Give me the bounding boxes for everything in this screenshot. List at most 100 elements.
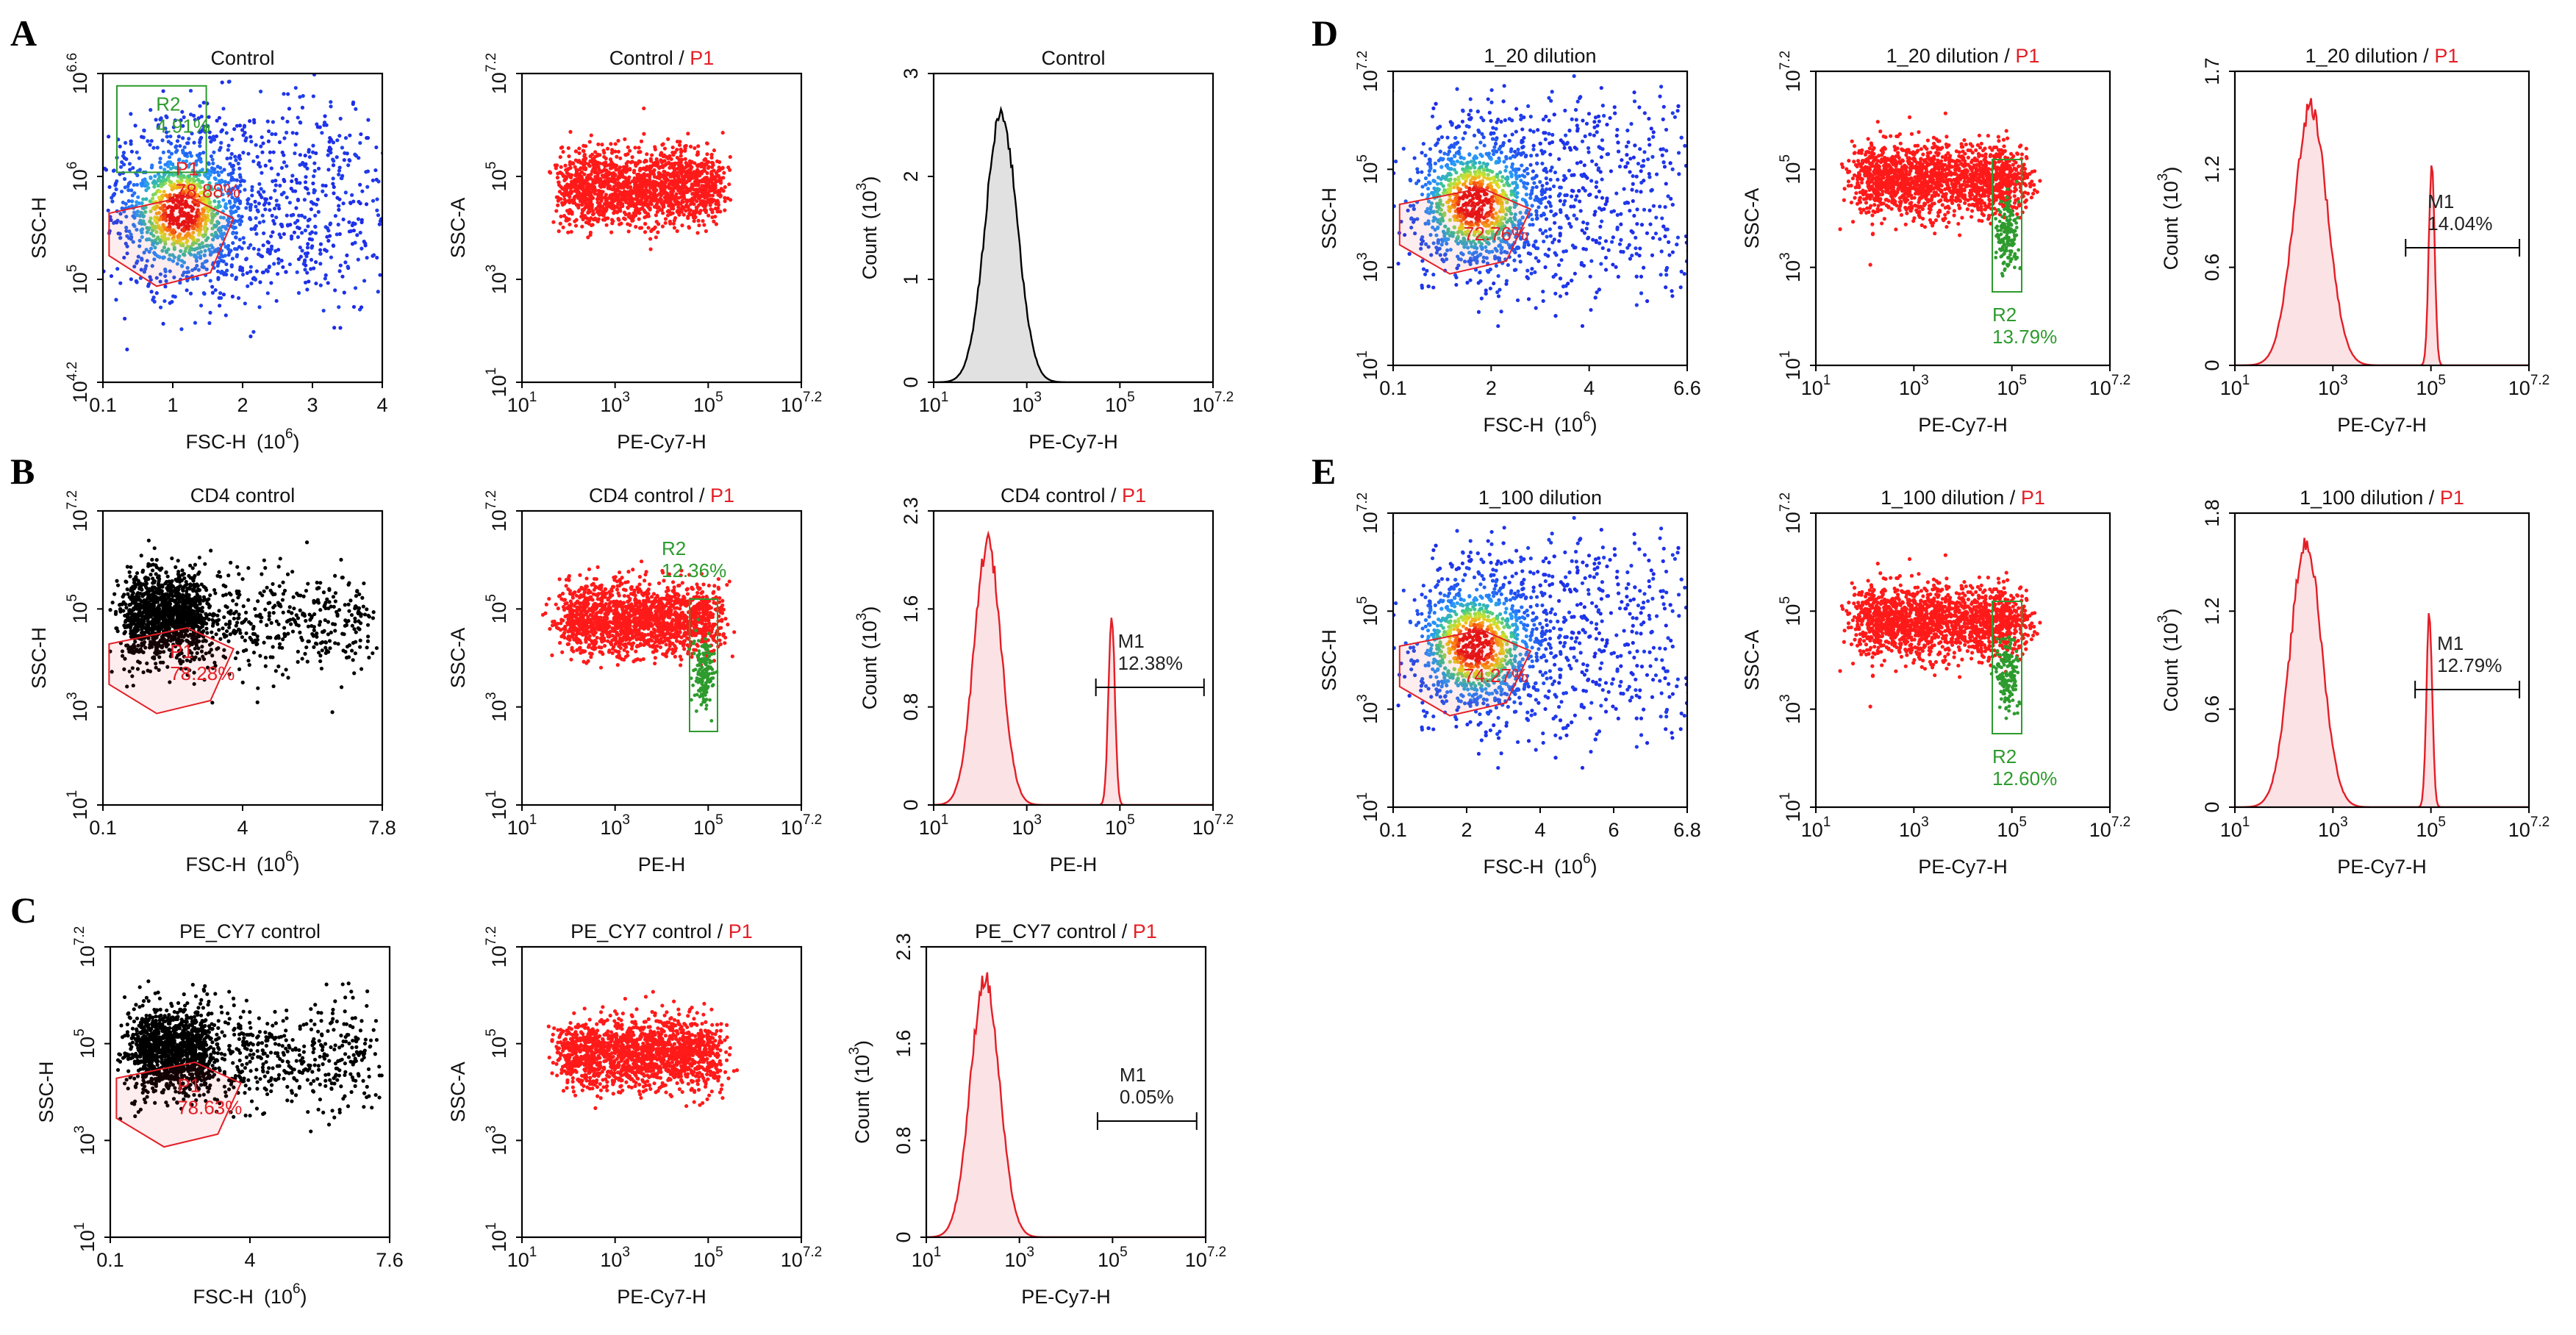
data-point (604, 223, 609, 227)
data-point (93, 241, 96, 245)
y-tick-exponent: 7.2 (484, 53, 499, 72)
data-point (306, 191, 311, 196)
data-point (721, 176, 726, 180)
data-point (140, 135, 144, 139)
data-point (185, 265, 190, 270)
data-point (611, 173, 615, 178)
data-point (566, 146, 570, 151)
data-point (662, 189, 667, 193)
data-point (351, 228, 357, 233)
data-point (204, 651, 208, 656)
data-point (273, 188, 277, 193)
data-point (652, 174, 657, 179)
data-point (206, 176, 210, 181)
data-point (620, 204, 625, 209)
data-point (243, 301, 247, 306)
data-point (296, 257, 301, 262)
data-point (671, 207, 676, 211)
data-point (203, 248, 207, 253)
data-point (211, 237, 215, 242)
data-point (233, 218, 237, 223)
data-point (168, 218, 173, 223)
data-point (351, 199, 356, 204)
data-point (110, 199, 115, 204)
data-point (182, 145, 187, 149)
data-point (137, 201, 141, 206)
data-point (233, 154, 237, 159)
data-point (298, 181, 302, 185)
data-point (146, 596, 150, 601)
data-point (350, 648, 354, 653)
data-point (214, 223, 218, 228)
data-point (313, 224, 318, 229)
data-point (157, 575, 161, 580)
data-point (570, 190, 574, 194)
data-point (139, 228, 143, 232)
data-point (598, 189, 604, 194)
data-point (311, 181, 315, 186)
data-point (237, 214, 241, 218)
data-point (632, 182, 637, 187)
data-point (708, 185, 712, 190)
data-point (221, 107, 226, 111)
data-point (160, 248, 165, 253)
data-point (192, 189, 197, 193)
data-point (276, 634, 281, 638)
gate-label-p1: P1 (176, 158, 199, 180)
data-point (176, 215, 181, 220)
data-point (341, 217, 346, 222)
data-point (285, 130, 289, 135)
data-point (252, 631, 257, 637)
data-point (198, 185, 203, 189)
data-point (694, 190, 698, 195)
data-point (609, 148, 615, 152)
data-point (162, 190, 166, 194)
data-point (298, 153, 303, 157)
data-point (164, 570, 168, 574)
data-point (723, 185, 727, 190)
data-point (175, 148, 179, 153)
data-point (277, 642, 282, 646)
data-point (715, 179, 720, 183)
data-point (582, 179, 587, 183)
data-point (253, 277, 257, 282)
data-point (680, 174, 684, 179)
data-point (304, 540, 310, 545)
data-point (237, 222, 243, 226)
data-point (287, 201, 292, 205)
data-point (165, 574, 170, 579)
data-point (185, 179, 189, 184)
data-point (305, 251, 310, 255)
data-point (364, 170, 368, 174)
data-point (273, 179, 278, 183)
data-point (221, 593, 226, 598)
x-tick-base: 3 (307, 394, 318, 416)
data-point (115, 626, 119, 631)
data-point (290, 179, 294, 184)
data-point (723, 199, 727, 204)
y-tick-exponent: 6.6 (65, 53, 80, 72)
data-point (677, 157, 681, 162)
data-point (223, 656, 228, 660)
data-point (280, 116, 285, 121)
data-point (234, 231, 239, 235)
data-point (365, 185, 370, 189)
data-point (590, 194, 594, 198)
data-point (262, 558, 266, 562)
data-point (626, 145, 630, 149)
data-point (154, 572, 158, 576)
data-point (282, 160, 287, 165)
data-point (210, 284, 215, 289)
data-point (586, 177, 590, 182)
data-point (187, 218, 191, 222)
data-point (218, 637, 223, 641)
data-point (562, 213, 567, 218)
data-point (292, 606, 296, 611)
data-point (229, 273, 235, 277)
data-point (114, 609, 118, 614)
data-point (633, 196, 637, 201)
data-point (676, 184, 680, 188)
data-point (215, 170, 220, 174)
data-point (673, 198, 678, 203)
